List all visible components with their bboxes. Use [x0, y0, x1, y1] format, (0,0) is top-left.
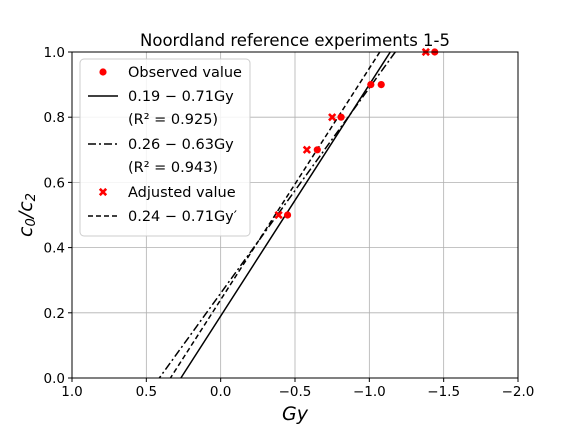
- chart-title: Noordland reference experiments 1-5: [140, 31, 450, 50]
- x-tick-label: −0.5: [279, 384, 312, 400]
- legend-entry: 0.19 − 0.71Gy (R² = 0.925): [88, 89, 234, 128]
- legend-entry: 0.26 − 0.63Gy (R² = 0.943): [88, 137, 234, 176]
- observed-point: [337, 113, 345, 121]
- legend-label-r2: (R² = 0.943): [128, 160, 218, 176]
- x-tick-label: 0.0: [210, 384, 231, 400]
- legend-entry: Adjusted value: [98, 185, 236, 201]
- y-tick-label: 0.0: [44, 371, 65, 387]
- y-tick-label: 0.8: [44, 110, 65, 126]
- x-tick-label: −1.0: [353, 384, 386, 400]
- regression-line-dashed: [169, 51, 381, 379]
- adjusted-point: [302, 145, 312, 154]
- x-tick-label: −1.5: [427, 384, 460, 400]
- axis-ticks: 1.0 0.5 0.0 −0.5 −1.0 −1.5 −2.0 0.0 0.2 0.4 0.6 0.8…: [44, 45, 535, 400]
- y-tick-label: 0.4: [44, 241, 65, 257]
- adjusted-point: [328, 113, 337, 122]
- x-tick-label: 0.5: [136, 384, 157, 400]
- legend-label: 0.19 − 0.71Gy: [128, 89, 234, 105]
- legend-entry: 0.24 − 0.71Gy′: [88, 209, 237, 225]
- y-tick-label: 0.6: [44, 175, 65, 191]
- observed-point: [313, 146, 321, 154]
- y-axis-label: c0/c2: [15, 193, 39, 237]
- legend-label: Observed value: [128, 65, 242, 81]
- legend-box: [79, 58, 251, 237]
- legend-marker-circle: [99, 68, 107, 76]
- legend-label: 0.26 − 0.63Gy: [128, 137, 234, 153]
- y-tick-label: 0.2: [44, 306, 65, 322]
- regression-line-dashdot: [158, 51, 396, 379]
- data-points: [274, 47, 439, 220]
- y-tick-label: 1.0: [44, 45, 65, 61]
- adjusted-point: [274, 210, 283, 220]
- legend-label: 0.24 − 0.71Gy′: [128, 209, 237, 225]
- legend-label: Adjusted value: [128, 185, 236, 201]
- legend-marker-x: [98, 187, 108, 197]
- observed-point: [283, 211, 292, 219]
- observed-point: [367, 81, 375, 89]
- legend-entry: Observed value: [99, 65, 242, 81]
- x-axis-label: Gy: [282, 403, 309, 425]
- x-tick-label: −2.0: [502, 384, 535, 400]
- x-tick-label: 1.0: [61, 384, 82, 400]
- legend-label-r2: (R² = 0.925): [128, 112, 218, 128]
- observed-point: [377, 81, 385, 89]
